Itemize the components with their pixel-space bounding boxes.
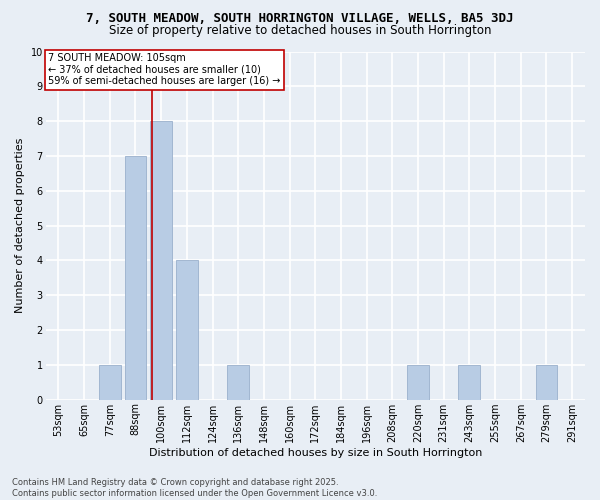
Text: Size of property relative to detached houses in South Horrington: Size of property relative to detached ho… <box>109 24 491 37</box>
Text: 7 SOUTH MEADOW: 105sqm
← 37% of detached houses are smaller (10)
59% of semi-det: 7 SOUTH MEADOW: 105sqm ← 37% of detached… <box>48 53 281 86</box>
Bar <box>150 121 172 400</box>
X-axis label: Distribution of detached houses by size in South Horrington: Distribution of detached houses by size … <box>149 448 482 458</box>
Bar <box>125 156 146 400</box>
Text: Contains HM Land Registry data © Crown copyright and database right 2025.
Contai: Contains HM Land Registry data © Crown c… <box>12 478 377 498</box>
Bar <box>99 365 121 400</box>
Bar <box>458 365 481 400</box>
Y-axis label: Number of detached properties: Number of detached properties <box>15 138 25 314</box>
Bar <box>536 365 557 400</box>
Bar <box>176 260 198 400</box>
Bar <box>407 365 429 400</box>
Bar <box>227 365 249 400</box>
Text: 7, SOUTH MEADOW, SOUTH HORRINGTON VILLAGE, WELLS, BA5 3DJ: 7, SOUTH MEADOW, SOUTH HORRINGTON VILLAG… <box>86 12 514 26</box>
